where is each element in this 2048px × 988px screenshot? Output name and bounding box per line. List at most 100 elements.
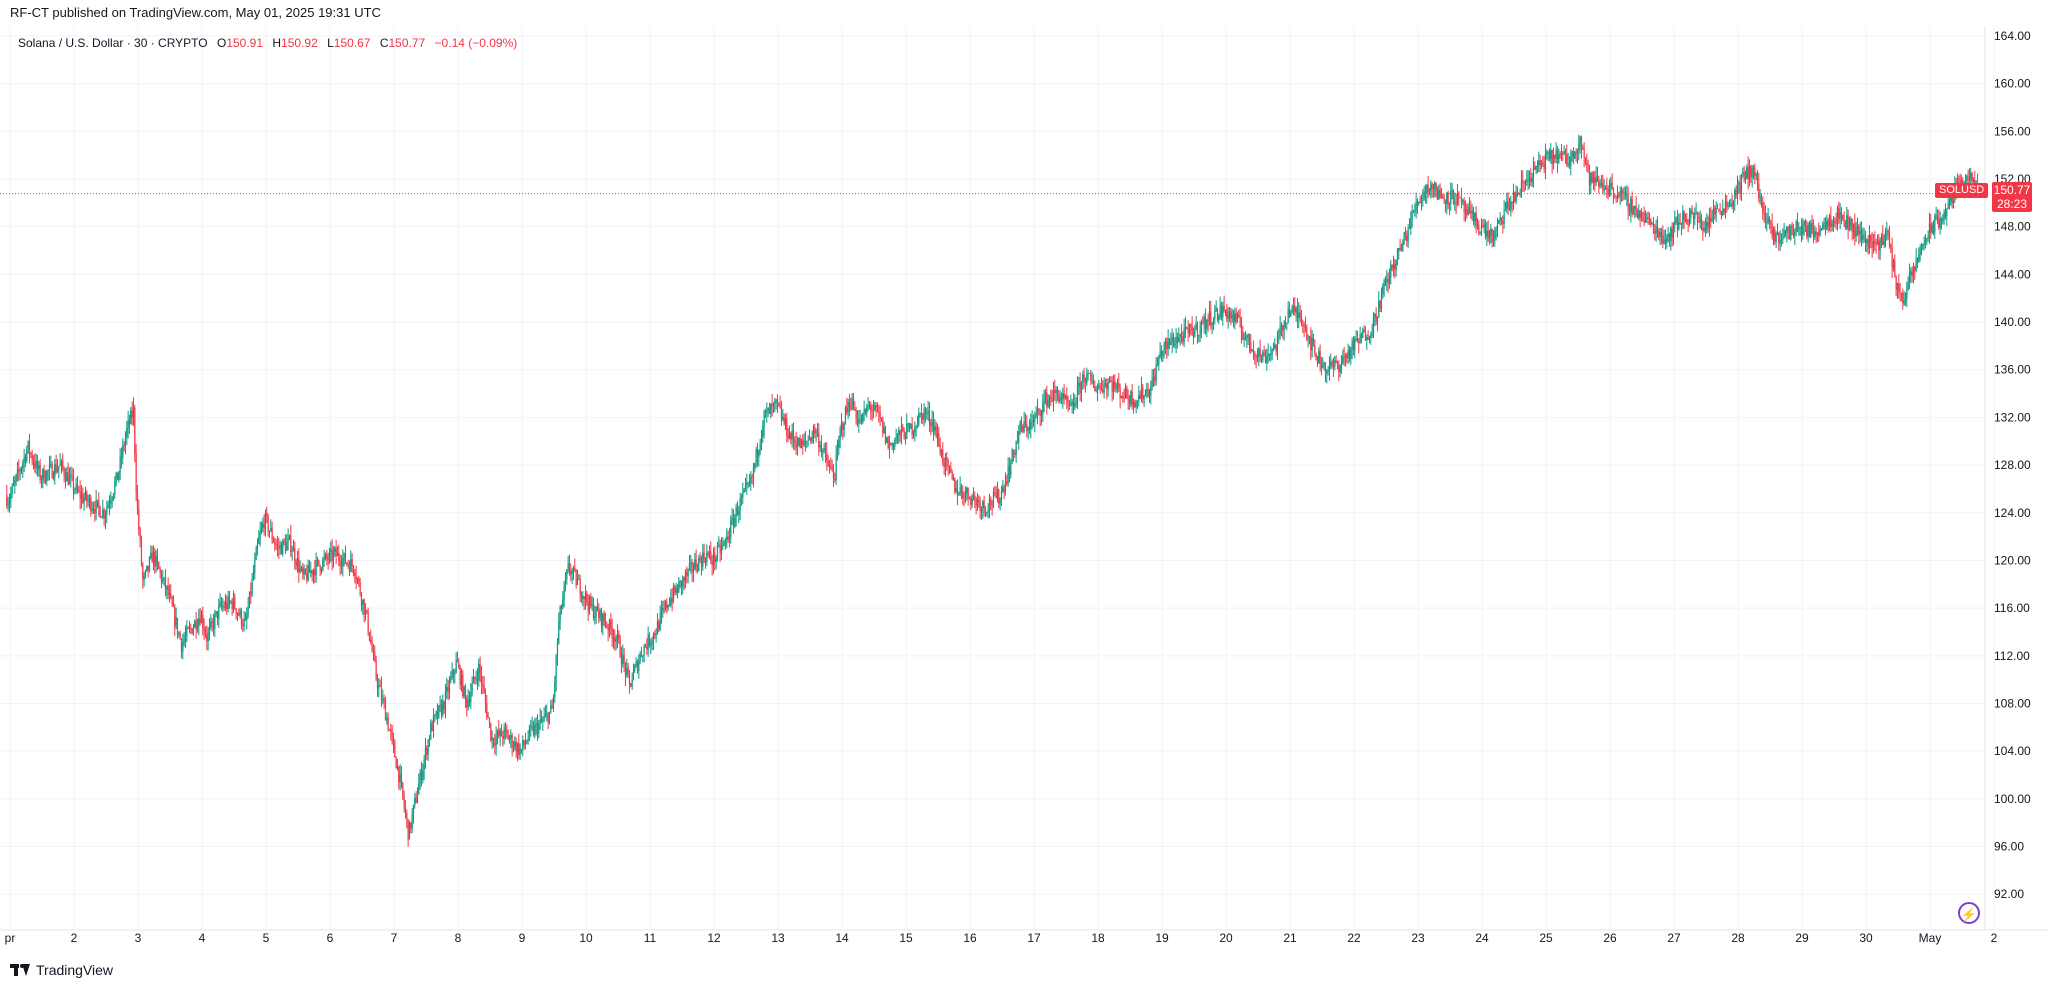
candle xyxy=(1832,215,1835,232)
candle xyxy=(775,398,777,410)
candle xyxy=(1826,214,1828,231)
candle xyxy=(628,670,631,694)
time-axis[interactable]: pr 2 3 4 5 6 7 8 9 10 11 12 13 14 15 16 17 18 19 20 21 22 23 24… xyxy=(5,931,1998,945)
candle xyxy=(752,462,755,488)
candle xyxy=(1716,203,1719,210)
candle xyxy=(1530,168,1532,187)
candle xyxy=(623,648,625,672)
candle xyxy=(219,593,221,608)
candle xyxy=(1468,197,1471,215)
candle xyxy=(1502,215,1504,234)
candle xyxy=(575,568,577,589)
candle xyxy=(1756,169,1759,191)
candle xyxy=(1332,357,1335,378)
candle xyxy=(888,435,891,459)
candle xyxy=(352,564,355,577)
candle xyxy=(764,408,767,419)
candle xyxy=(1116,378,1119,394)
candle xyxy=(1596,166,1599,182)
candle xyxy=(1535,165,1537,175)
candle xyxy=(1476,217,1479,230)
candle xyxy=(1007,457,1009,487)
candle xyxy=(1472,207,1475,226)
candle xyxy=(46,469,48,486)
candle xyxy=(22,459,24,478)
candle xyxy=(930,418,932,436)
candle xyxy=(1412,209,1415,214)
candle xyxy=(239,607,241,619)
candle xyxy=(950,461,952,473)
candle xyxy=(1242,325,1244,341)
candle xyxy=(18,459,20,481)
candle xyxy=(1911,266,1913,283)
candle xyxy=(642,655,644,663)
candle xyxy=(1688,207,1691,227)
candle xyxy=(1762,196,1764,221)
bolt-icon[interactable]: ⚡ xyxy=(1958,902,1980,924)
candle xyxy=(1172,332,1175,348)
candle xyxy=(1544,143,1547,180)
candle xyxy=(1019,419,1021,435)
candle xyxy=(524,732,527,750)
candle xyxy=(398,765,400,790)
candle xyxy=(1494,227,1496,247)
candle xyxy=(480,665,483,695)
candlestick-chart[interactable]: 92.0096.00100.00104.00108.00112.00116.00… xyxy=(0,26,2048,960)
candle xyxy=(1343,347,1345,366)
candle xyxy=(1732,200,1735,213)
candle xyxy=(1942,214,1944,225)
candle xyxy=(282,539,284,557)
candle xyxy=(1726,195,1728,213)
candle xyxy=(10,486,12,509)
candle xyxy=(1778,232,1780,252)
candle xyxy=(1584,157,1587,166)
candle xyxy=(234,593,236,611)
candle xyxy=(1935,206,1937,221)
candle xyxy=(546,704,548,722)
candle xyxy=(268,530,271,538)
candle xyxy=(1767,207,1769,225)
candle xyxy=(179,630,181,640)
candle xyxy=(1403,231,1405,246)
candle xyxy=(292,539,295,552)
candle xyxy=(812,424,815,445)
candle xyxy=(1498,219,1500,224)
candle xyxy=(1919,244,1921,262)
candle xyxy=(1738,180,1740,195)
candle xyxy=(1348,345,1351,363)
candle xyxy=(1820,227,1823,232)
candle xyxy=(1447,190,1449,210)
price-axis[interactable]: 92.0096.00100.00104.00108.00112.00116.00… xyxy=(1994,29,2031,901)
candle xyxy=(1448,202,1451,215)
candle xyxy=(1927,230,1929,242)
candle xyxy=(1882,225,1884,246)
footer-brand[interactable]: TradingView xyxy=(10,960,113,980)
candle xyxy=(208,618,211,641)
candle xyxy=(1564,148,1567,164)
candle xyxy=(302,562,304,580)
candle xyxy=(795,431,797,455)
candle xyxy=(202,606,204,636)
candle xyxy=(555,653,557,692)
candle xyxy=(338,544,340,567)
candle xyxy=(1218,313,1220,325)
candle xyxy=(1855,221,1857,242)
time-tick-label: 29 xyxy=(1795,931,1809,945)
candle xyxy=(1386,269,1388,291)
candle xyxy=(584,585,587,610)
candle xyxy=(1122,391,1124,403)
candle xyxy=(283,537,285,546)
candle xyxy=(899,429,901,443)
price-tick-label: 116.00 xyxy=(1994,601,2030,615)
candle xyxy=(699,552,701,563)
candle xyxy=(924,406,927,423)
candle xyxy=(815,428,817,443)
candle xyxy=(1032,414,1035,427)
candle xyxy=(150,545,152,560)
candle xyxy=(1195,315,1197,331)
candle xyxy=(755,446,757,469)
candle xyxy=(1126,385,1128,399)
candle xyxy=(718,536,720,548)
candle xyxy=(74,487,76,495)
candle xyxy=(902,423,904,433)
